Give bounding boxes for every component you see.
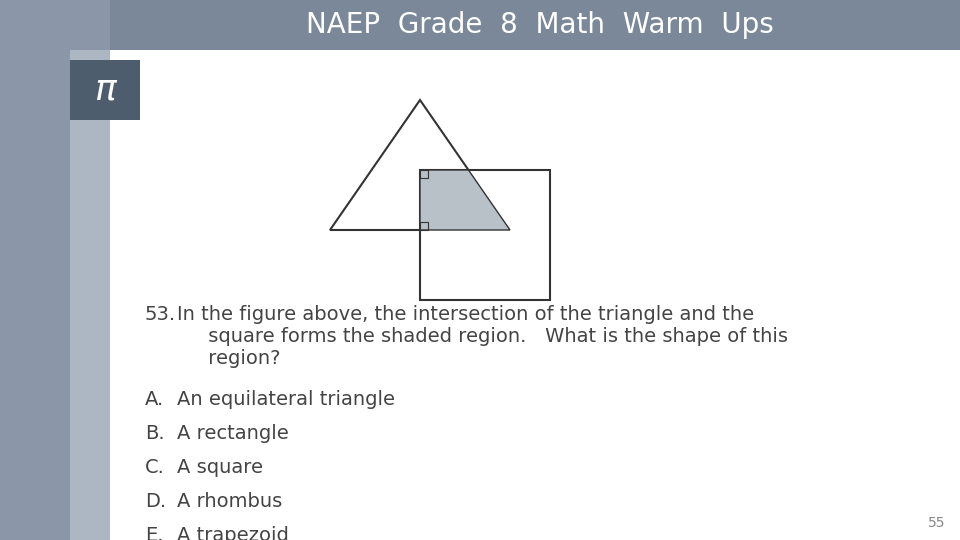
Text: A.: A. — [145, 390, 164, 409]
Text: C.: C. — [145, 458, 165, 477]
Text: A trapezoid: A trapezoid — [177, 526, 289, 540]
Bar — [70, 50, 110, 540]
Bar — [0, 50, 110, 540]
Bar — [110, 50, 960, 540]
Text: B.: B. — [145, 424, 164, 443]
Polygon shape — [420, 170, 550, 300]
Text: 53.: 53. — [145, 305, 176, 324]
Bar — [420, 170, 428, 178]
Text: region?: region? — [177, 349, 280, 368]
Bar — [0, 0, 110, 50]
Bar — [420, 222, 428, 230]
Text: A rhombus: A rhombus — [177, 492, 282, 511]
Polygon shape — [330, 100, 510, 230]
Bar — [70, 60, 140, 120]
Text: A rectangle: A rectangle — [177, 424, 289, 443]
Text: D.: D. — [145, 492, 166, 511]
Text: π: π — [94, 73, 116, 107]
Polygon shape — [420, 170, 510, 230]
Text: An equilateral triangle: An equilateral triangle — [177, 390, 395, 409]
Bar — [110, 0, 960, 50]
Text: 55: 55 — [927, 516, 945, 530]
Text: In the figure above, the intersection of the triangle and the: In the figure above, the intersection of… — [177, 305, 755, 324]
Text: E.: E. — [145, 526, 163, 540]
Text: square forms the shaded region.   What is the shape of this: square forms the shaded region. What is … — [177, 327, 788, 346]
Text: NAEP  Grade  8  Math  Warm  Ups: NAEP Grade 8 Math Warm Ups — [306, 11, 774, 39]
Text: A square: A square — [177, 458, 263, 477]
